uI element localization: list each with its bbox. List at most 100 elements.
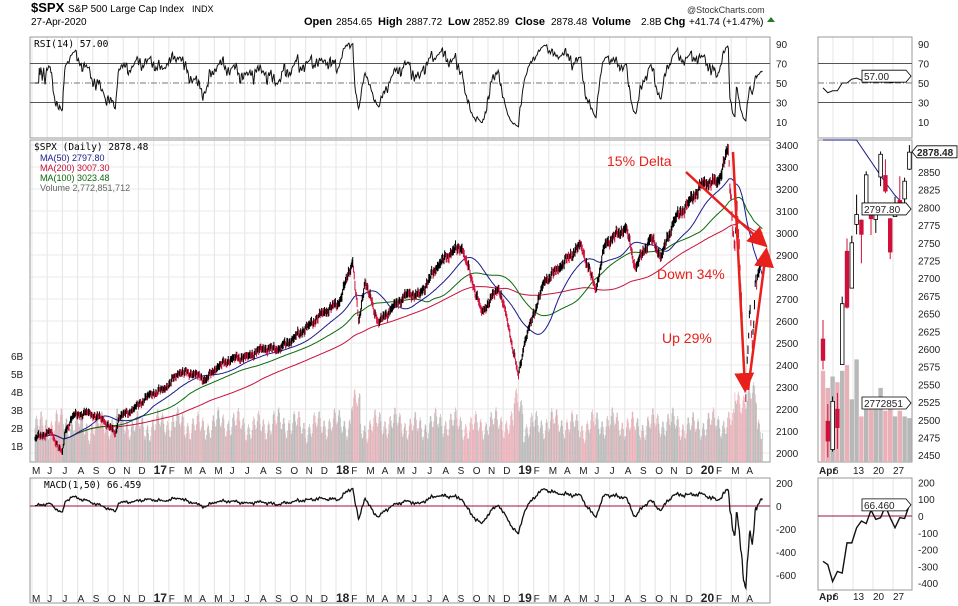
volume-bar [156, 409, 158, 462]
detail-rsi-tag: 57.00 [864, 72, 889, 83]
volume-bar [338, 409, 340, 462]
volume-bar [173, 421, 175, 462]
volume-bar [283, 417, 285, 462]
price-legend: $SPX (Daily) 2878.48 [34, 142, 149, 153]
x-tick-label: N [670, 466, 677, 477]
volume-bar [64, 429, 66, 462]
volume-bar [540, 421, 542, 462]
volume-bar [641, 430, 642, 462]
volume-bar [400, 423, 402, 462]
volume-bar [432, 426, 433, 462]
volume-bar [427, 438, 429, 462]
volume-bar [374, 410, 375, 462]
volume-bar [669, 424, 671, 462]
volume-bar [74, 429, 76, 462]
detail-rsi-tick-label: 70 [918, 60, 930, 71]
volume-bar [278, 407, 280, 462]
detail-candle-body [888, 218, 893, 253]
volume-bar [309, 427, 311, 462]
volume-bar [663, 427, 665, 462]
volume-bar [269, 424, 270, 462]
volume-bar [230, 434, 232, 462]
volume-bar [434, 412, 435, 462]
detail-candle-body [830, 400, 835, 450]
volume-bar [519, 407, 521, 462]
volume-bar [285, 432, 286, 462]
volume-bar [135, 417, 137, 462]
volume-bar [347, 436, 349, 462]
volume-bar [66, 418, 68, 462]
volume-bar [485, 421, 487, 462]
price-tick-label: 2000 [776, 449, 799, 460]
volume-bar [440, 417, 442, 462]
volume-bar [552, 418, 554, 462]
volume-bar [633, 417, 634, 462]
volume-bar [411, 423, 412, 462]
volume-legend: Volume 2,772,851,712 [40, 183, 130, 193]
volume-bar [437, 427, 439, 462]
low-label: Low [448, 16, 470, 28]
volume-bar [444, 425, 446, 462]
volume-bar [317, 418, 319, 462]
volume-bar [356, 402, 357, 462]
volume-bar [522, 413, 524, 462]
volume-bar [380, 421, 382, 462]
volume-bar [250, 439, 252, 462]
volume-bar [322, 432, 323, 462]
volume-bar [249, 434, 251, 462]
volume-bar [681, 436, 682, 462]
volume-bar [204, 438, 206, 462]
volume-bar [292, 422, 294, 462]
volume-bar [175, 421, 177, 462]
volume-bar [295, 421, 296, 462]
volume-bar [357, 404, 359, 462]
volume-tick-label: 5B [11, 370, 24, 381]
volume-bar [341, 432, 343, 462]
volume-bar [134, 431, 136, 462]
volume-bar [490, 411, 492, 462]
volume-bar [132, 419, 134, 462]
volume-bar [384, 421, 386, 462]
volume-bar [332, 427, 333, 462]
x-tick-label: D [321, 466, 328, 477]
volume-bar [563, 439, 565, 462]
volume-bar [413, 417, 415, 462]
volume-bar [143, 435, 145, 462]
detail-candle-body [902, 180, 907, 200]
volume-bar [198, 414, 199, 462]
volume-bar [57, 414, 58, 462]
detail-candle-body [835, 408, 840, 428]
volume-bar [251, 429, 253, 462]
volume-bar [473, 429, 474, 462]
volume-bar [303, 422, 305, 462]
volume-bar [675, 428, 676, 462]
volume-bar [387, 433, 389, 462]
detail-candle-body [840, 303, 845, 365]
volume-bar [408, 434, 409, 462]
volume-bar [576, 414, 578, 462]
chg-value: +41.74 (+1.47%) [689, 17, 764, 28]
volume-bar [510, 415, 511, 462]
volume-bar [630, 427, 632, 462]
volume-bar [735, 400, 736, 462]
volume-bar [314, 416, 316, 462]
detail-candle-body [820, 338, 826, 361]
volume-bar [89, 440, 91, 462]
symbol: $SPX [31, 0, 65, 15]
volume-bar [373, 417, 375, 462]
volume-bar [257, 413, 259, 462]
volume-tick-label: 2B [11, 424, 24, 435]
volume-bar [430, 416, 432, 462]
volume-bar [88, 444, 90, 462]
volume-bar [384, 421, 385, 462]
volume-bar [52, 431, 54, 462]
volume-bar [228, 423, 230, 462]
volume-bar [252, 420, 254, 462]
volume-bar [665, 431, 667, 462]
volume-bar [204, 430, 205, 462]
volume-bar [623, 428, 624, 462]
volume-bar [222, 416, 223, 462]
volume-bar [516, 393, 518, 462]
volume-bar [54, 430, 55, 462]
volume-bar [159, 423, 160, 462]
